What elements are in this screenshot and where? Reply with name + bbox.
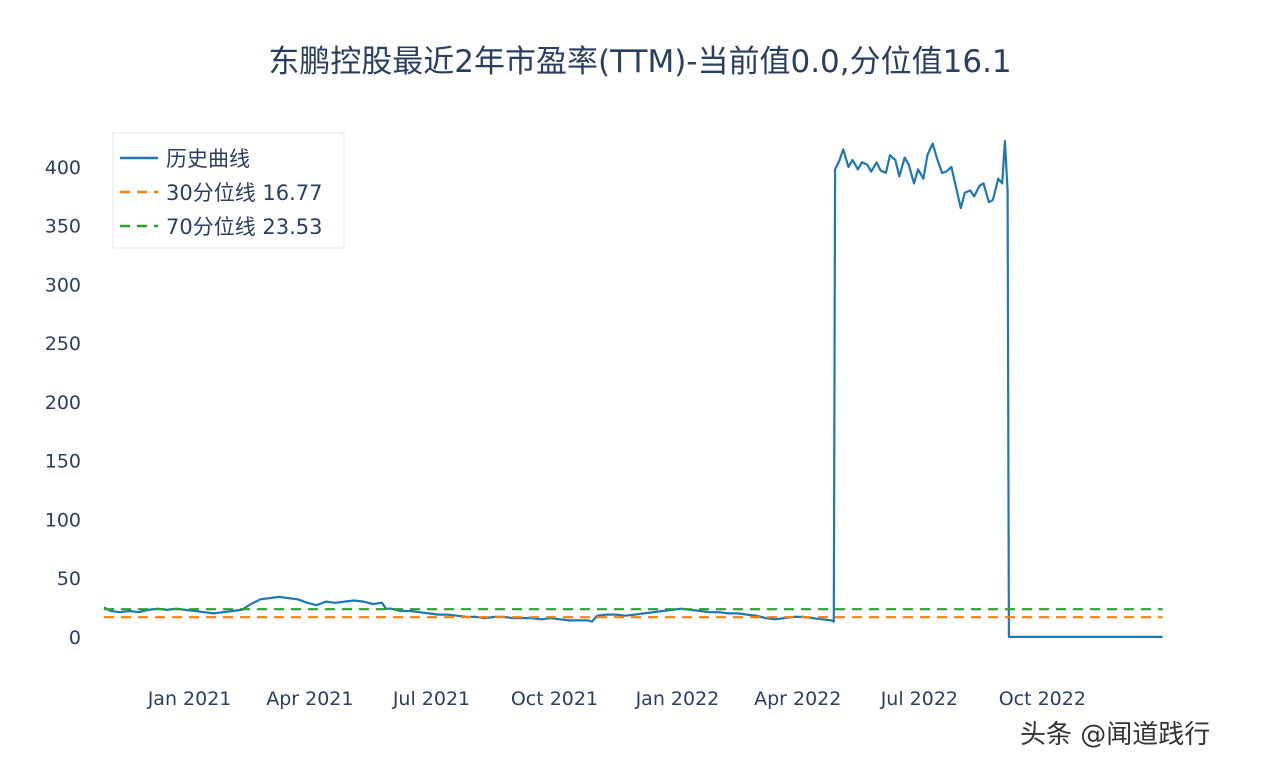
y-tick-label: 150	[45, 451, 81, 473]
legend-entry[interactable]: 70分位线 23.53	[166, 215, 323, 239]
y-tick-label: 200	[45, 392, 81, 414]
chart-title: 东鹏控股最近2年市盈率(TTM)-当前值0.0,分位值16.1	[268, 44, 1012, 80]
y-tick-label: 50	[57, 568, 81, 590]
x-tick-label: Oct 2022	[999, 688, 1086, 710]
y-tick-label: 250	[45, 333, 81, 355]
y-tick-label: 100	[45, 509, 81, 531]
y-tick-label: 300	[45, 274, 81, 296]
x-tick-label: Jan 2021	[147, 688, 232, 710]
x-tick-label: Jul 2022	[880, 688, 958, 710]
x-tick-label: Jul 2021	[392, 688, 470, 710]
x-axis-ticks: Jan 2021 Apr 2021 Jul 2021 Oct 2021 Jan 2022…	[147, 688, 1086, 710]
y-axis-ticks: 0 50 100 150 200 250 300 350 400	[45, 157, 81, 649]
x-tick-label: Apr 2022	[754, 688, 841, 710]
legend-box	[112, 132, 345, 249]
y-tick-label: 350	[45, 216, 81, 238]
legend-entry[interactable]: 30分位线 16.77	[166, 181, 323, 205]
chart-series	[103, 140, 1163, 638]
x-tick-label: Oct 2021	[511, 688, 598, 710]
x-tick-label: Jan 2022	[635, 688, 720, 710]
legend-entry[interactable]: 历史曲线	[166, 147, 250, 171]
legend[interactable]: 历史曲线 30分位线 16.77 70分位线 23.53	[112, 132, 345, 249]
y-tick-label: 400	[45, 157, 81, 179]
x-tick-label: Apr 2021	[266, 688, 353, 710]
y-tick-label: 0	[69, 627, 81, 649]
watermark-text: 头条 @闻道践行	[1020, 720, 1211, 750]
